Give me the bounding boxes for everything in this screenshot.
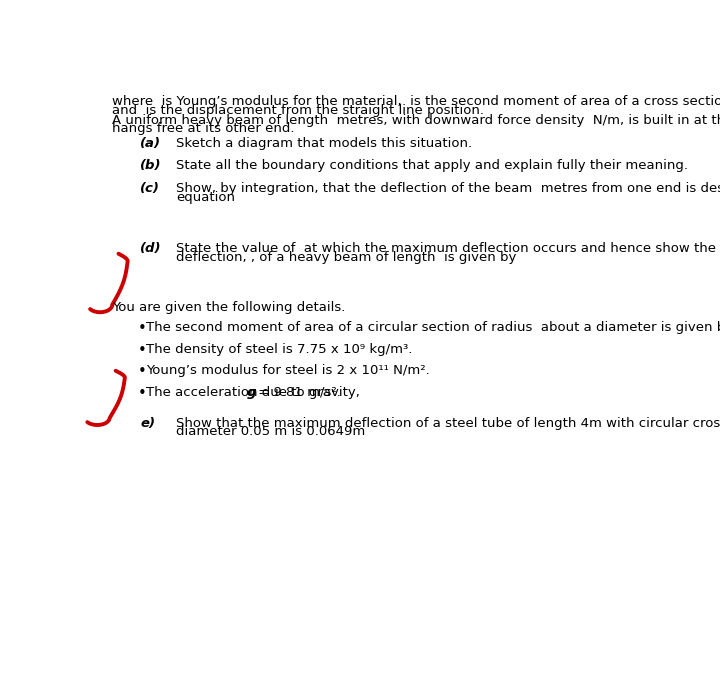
Text: Show, by integration, that the deflection of the beam  metres from one end is de: Show, by integration, that the deflectio…: [176, 182, 720, 195]
Text: = 9.81 m/s².: = 9.81 m/s².: [253, 386, 341, 399]
Text: Sketch a diagram that models this situation.: Sketch a diagram that models this situat…: [176, 137, 472, 150]
Text: •: •: [138, 386, 146, 401]
Text: g: g: [247, 386, 256, 399]
Text: The density of steel is 7.75 x 10⁹ kg/m³.: The density of steel is 7.75 x 10⁹ kg/m³…: [145, 343, 412, 356]
Text: You are given the following details.: You are given the following details.: [112, 301, 346, 314]
Text: where  is Young’s modulus for the material,  is the second moment of area of a c: where is Young’s modulus for the materia…: [112, 95, 720, 109]
Text: •: •: [138, 364, 146, 379]
Text: e): e): [140, 417, 156, 430]
Text: (c): (c): [140, 182, 160, 195]
Text: (d): (d): [140, 242, 162, 255]
Text: (b): (b): [140, 159, 162, 171]
Text: Show that the maximum deflection of a steel tube of length 4m with circular cros: Show that the maximum deflection of a st…: [176, 417, 720, 430]
Text: (a): (a): [140, 137, 161, 150]
Text: hangs free at its other end.: hangs free at its other end.: [112, 122, 294, 135]
Text: The second moment of area of a circular section of radius  about a diameter is g: The second moment of area of a circular …: [145, 322, 720, 335]
Text: The acceleration due to gravity,: The acceleration due to gravity,: [145, 386, 364, 399]
Text: and  is the displacement from the straight line position.: and is the displacement from the straigh…: [112, 104, 485, 117]
Text: Young’s modulus for steel is 2 x 10¹¹ N/m².: Young’s modulus for steel is 2 x 10¹¹ N/…: [145, 364, 430, 377]
Text: equation: equation: [176, 191, 235, 204]
Text: •: •: [138, 322, 146, 336]
Text: State the value of  at which the maximum deflection occurs and hence show the ma: State the value of at which the maximum …: [176, 242, 720, 255]
Text: diameter 0.05 m is 0.0649m: diameter 0.05 m is 0.0649m: [176, 425, 366, 438]
Text: deflection, , of a heavy beam of length  is given by: deflection, , of a heavy beam of length …: [176, 251, 517, 264]
Text: •: •: [138, 343, 146, 358]
Text: A uniform heavy beam of length  metres, with downward force density  N/m, is bui: A uniform heavy beam of length metres, w…: [112, 113, 720, 127]
Text: State all the boundary conditions that apply and explain fully their meaning.: State all the boundary conditions that a…: [176, 159, 688, 171]
